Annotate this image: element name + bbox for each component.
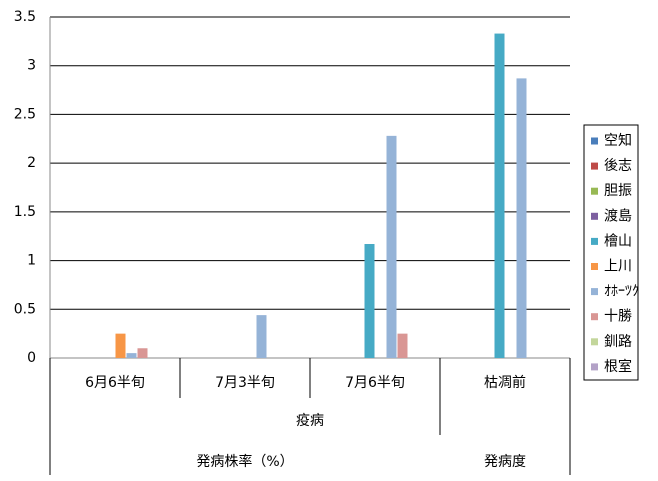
legend-swatch [591,237,598,245]
legend-swatch [591,162,598,170]
y-tick-label: 1.5 [14,204,36,220]
bar [115,333,126,358]
legend-swatch [591,313,598,321]
legend-swatch [591,187,598,195]
x-tick-label: 枯凋前 [484,374,526,391]
y-tick-label: 0.5 [14,301,36,317]
x-tick-label: 6月6半旬 [85,375,145,391]
bar [386,135,397,358]
legend-swatch [591,338,598,346]
bar [516,78,527,358]
bar [137,348,148,358]
legend-swatch [591,263,598,270]
legend-label: 空知 [604,132,632,149]
legend-label: 釧路 [604,334,632,350]
legend-label: 十勝 [604,309,632,325]
y-tick-label: 2.5 [14,106,36,122]
legend-label: 根室 [604,358,632,375]
legend-label: ｵﾎｰﾂｸ [604,284,639,300]
legend-label: 上川 [604,259,632,275]
y-tick-label: 1 [27,253,36,269]
bar [397,333,408,358]
legend-label: 檜山 [604,232,632,249]
legend-label: 後志 [604,158,632,174]
legend-label: 胆振 [604,183,632,199]
y-tick-label: 0 [27,350,36,366]
y-tick-label: 3 [27,58,36,74]
bar [364,244,375,358]
legend-box [583,124,639,381]
y-tick-label: 2 [27,155,36,171]
category-group-label: 発病株率（%） [196,453,293,470]
x-tick-label: 7月6半旬 [345,375,405,391]
legend-swatch [591,137,598,145]
legend-swatch [591,288,598,296]
category-group-label: 疫病 [296,413,324,429]
bar [256,315,267,358]
legend-swatch [591,212,598,220]
legend-label: 渡島 [604,208,632,224]
category-group-label: 発病度 [484,454,526,470]
x-tick-label: 7月3半旬 [215,375,275,391]
bar [126,353,137,358]
legend-swatch [591,363,598,371]
y-tick-label: 3.5 [14,9,36,25]
bar [494,33,505,358]
